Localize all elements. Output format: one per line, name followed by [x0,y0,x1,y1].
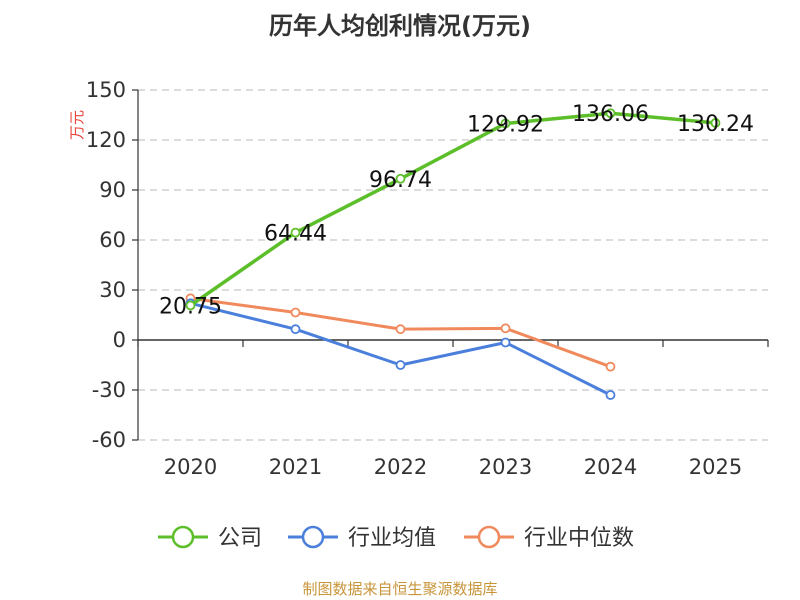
legend-marker [171,525,195,549]
data-point [395,360,406,370]
legend-item-0[interactable]: 公司 [158,525,262,551]
data-point [710,118,721,128]
data-point [605,108,616,119]
legend-marker [301,525,325,549]
data-point [395,173,406,184]
y-tick-label: 30 [99,278,126,302]
data-label: 96.74 [369,168,432,193]
legend-label: 行业中位数 [524,526,634,551]
series-line-0 [189,111,716,307]
data-point [605,361,616,372]
y-tick-label: 150 [86,78,126,102]
data-label: 64.44 [264,222,327,247]
x-tick-label: 2023 [479,455,532,479]
series-line-1 [190,301,612,397]
data-point [290,227,301,238]
legend-label: 行业均值 [348,526,436,551]
data-point [500,118,511,129]
data-label: 136.06 [572,102,649,127]
x-tick-label: 2024 [584,455,637,479]
legend-item-2[interactable]: 行业中位数 [464,525,634,551]
x-tick-label: 2020 [164,455,217,479]
data-label: 130.24 [677,112,754,137]
data-label: 20.75 [159,294,222,319]
y-axis-unit-label: 万元 [68,110,86,140]
data-point [500,337,511,348]
legend: 公司 行业均值 行业中位数 [158,525,634,551]
data-point [290,324,301,335]
chart-title: 历年人均创利情况(万元) [269,12,531,40]
data-point [185,300,196,311]
data-labels: 20.75 64.44 96.74 129.92 136.06 130.24 [159,102,754,319]
y-tick-label: 0 [113,328,126,352]
x-tick-label: 2025 [689,455,742,479]
y-tick-label: 120 [86,128,126,152]
legend-label: 公司 [218,526,262,551]
legend-marker [477,525,501,549]
series-layer [185,108,721,400]
data-point [290,307,301,318]
legend-item-1[interactable]: 行业均值 [288,525,436,551]
data-label: 129.92 [467,112,544,137]
x-tick-label: 2021 [269,455,322,479]
source-footer: 制图数据来自恒生聚源数据库 [302,580,497,598]
y-tick-label: -60 [92,428,126,452]
y-tick-label: 60 [99,228,126,252]
data-point [395,324,406,335]
data-point [500,323,511,334]
y-tick-label: -30 [92,378,126,402]
data-point [605,390,616,400]
x-tick-label: 2022 [374,455,427,479]
y-tick-label: 90 [99,178,126,202]
axes: 150 120 90 60 30 0 -30 -60 2020 2021 2022 2023 2024 2… [86,78,769,479]
grid-lines [138,89,768,441]
